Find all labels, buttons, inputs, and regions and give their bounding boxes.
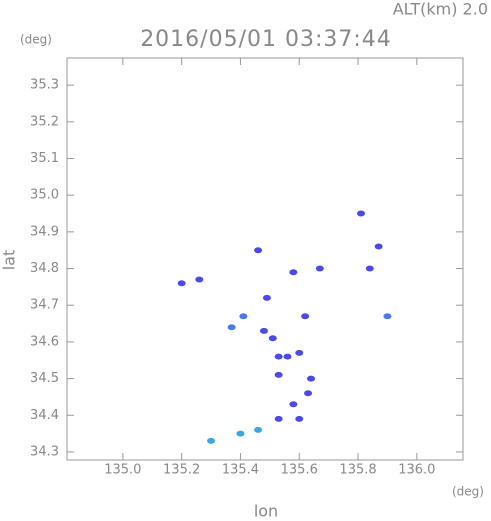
echo-cell — [177, 280, 186, 287]
chart-title: 2016/05/01 03:37:44 — [140, 27, 392, 52]
echo-cell — [259, 327, 268, 334]
echo-cell — [365, 265, 374, 272]
echo-cell — [301, 313, 310, 320]
echo-cell — [227, 324, 236, 331]
echo-cell — [374, 243, 383, 250]
x-tick-label: 135.2 — [163, 463, 200, 478]
x-tick-label: 135.0 — [104, 463, 141, 478]
echo-cell — [289, 269, 298, 276]
echo-cell — [304, 390, 313, 397]
y-unit: (deg) — [20, 33, 52, 47]
y-tick-label: 34.7 — [30, 298, 59, 313]
y-tick-label: 34.4 — [30, 408, 59, 423]
plot-frame — [66, 57, 464, 461]
echo-cell — [254, 247, 263, 254]
y-tick-label: 35.2 — [30, 114, 59, 129]
y-tick-label: 35.0 — [30, 188, 59, 203]
echo-cell — [268, 335, 277, 342]
y-tick-label: 34.3 — [30, 444, 59, 459]
echo-cell — [239, 313, 248, 320]
echo-cell — [274, 371, 283, 378]
echo-cell — [283, 353, 292, 360]
echo-cell — [307, 375, 316, 382]
y-tick-label: 35.3 — [30, 78, 59, 93]
x-unit: (deg) — [452, 485, 484, 499]
echo-cell — [383, 313, 392, 320]
echo-cell — [289, 401, 298, 408]
altitude: ALT(km) 2.0 — [393, 0, 488, 19]
echo-cell — [274, 415, 283, 422]
echo-cell — [262, 294, 271, 301]
echo-cell — [274, 353, 283, 360]
echo-cell — [254, 426, 263, 433]
y-tick-label: 35.1 — [30, 151, 59, 166]
x-axis-label: lon — [254, 502, 278, 521]
x-tick-label: 135.8 — [339, 463, 376, 478]
echo-cell — [207, 437, 216, 444]
y-axis-label: lat — [0, 250, 19, 271]
echo-cell — [295, 415, 304, 422]
y-tick-label: 34.9 — [30, 224, 59, 239]
y-tick-label: 34.6 — [30, 334, 59, 349]
echo-cell — [315, 265, 324, 272]
y-tick-label: 34.5 — [30, 371, 59, 386]
echo-cell — [295, 349, 304, 356]
x-tick-label: 135.4 — [222, 463, 259, 478]
x-tick-label: 135.6 — [281, 463, 318, 478]
echo-cell — [195, 276, 204, 283]
y-tick-label: 34.8 — [30, 261, 59, 276]
echo-cell — [236, 430, 245, 437]
x-tick-label: 136.0 — [398, 463, 435, 478]
echo-cell — [356, 210, 365, 217]
